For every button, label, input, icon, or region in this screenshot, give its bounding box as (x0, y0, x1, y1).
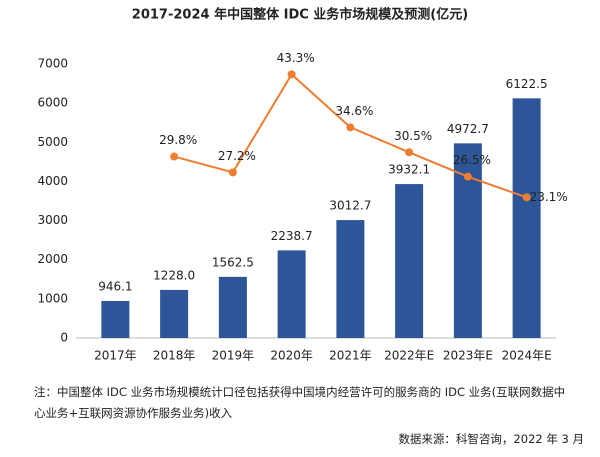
x-tick-label: 2020年 (270, 349, 313, 363)
bar (160, 289, 189, 338)
line-label: 26.5% (453, 153, 491, 167)
y-tick-label: 6000 (37, 96, 68, 110)
line-label: 30.5% (394, 129, 432, 143)
line-label: 23.1% (530, 190, 568, 204)
x-tick-label: 2019年 (212, 349, 255, 363)
bar-label: 1228.0 (153, 268, 195, 282)
x-tick-label: 2018年 (153, 349, 196, 363)
line-marker (170, 152, 179, 161)
line-marker (228, 168, 237, 177)
bar-label: 3012.7 (329, 199, 371, 213)
line-label: 29.8% (159, 133, 197, 147)
bar-label: 946.1 (98, 279, 132, 293)
bar (336, 220, 365, 338)
bar-label: 3932.1 (388, 163, 430, 177)
y-tick-label: 4000 (37, 174, 68, 188)
bar (277, 250, 306, 338)
chart: 2017-2024 年中国整体 IDC 业务市场规模及预测(亿元) 0 1000 2… (37, 7, 568, 363)
note: 注：中国整体 IDC 业务市场规模统计口径包括获得中国境内经营许可的服务商的 I… (34, 385, 566, 420)
line-marker (522, 193, 531, 202)
y-tick-label: 5000 (37, 135, 68, 149)
line-marker (463, 172, 472, 181)
x-tick-label: 2024年E (502, 349, 552, 363)
x-tick-label: 2022年E (384, 349, 434, 363)
line-marker (287, 70, 296, 79)
y-tick-label: 1000 (37, 291, 68, 305)
bar (512, 98, 541, 338)
bar (395, 184, 424, 338)
line-label: 43.3% (277, 51, 315, 65)
source: 数据来源：科智咨询，2022 年 3 月 (398, 432, 584, 446)
x-tick-label: 2017年 (94, 349, 137, 363)
bar-label: 6122.5 (506, 77, 548, 91)
bar-label: 4972.7 (447, 122, 489, 136)
y-tick-label: 2000 (37, 252, 68, 266)
bar-label: 2238.7 (271, 229, 313, 243)
line-marker (405, 148, 414, 157)
x-tick-label: 2021年 (329, 349, 372, 363)
y-tick-label: 3000 (37, 213, 68, 227)
line-label: 34.6% (335, 104, 373, 118)
y-tick-label: 0 (60, 331, 68, 345)
bar-label: 1562.5 (212, 255, 254, 269)
y-tick-label: 7000 (37, 57, 68, 71)
bar (218, 276, 247, 338)
line-marker (346, 123, 355, 132)
line-label: 27.2% (218, 149, 256, 163)
x-tick-label: 2023年E (443, 349, 493, 363)
chart-title: 2017-2024 年中国整体 IDC 业务市场规模及预测(亿元) (132, 7, 468, 23)
bar (101, 300, 130, 338)
